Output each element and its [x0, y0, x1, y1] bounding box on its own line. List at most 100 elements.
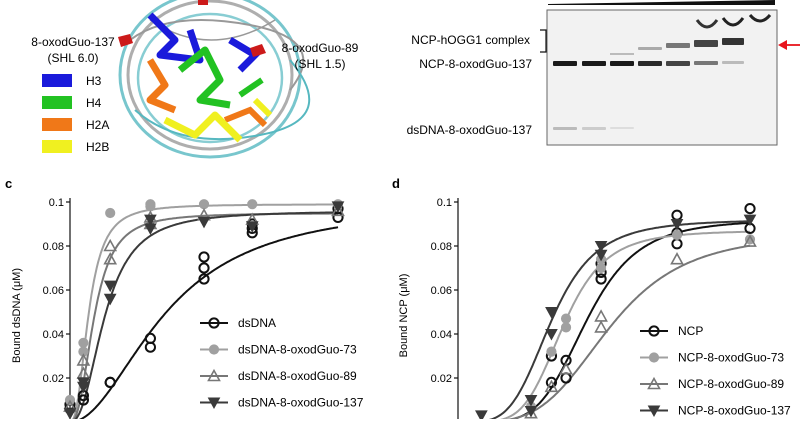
data-point: [671, 238, 683, 250]
data-point: [78, 337, 89, 348]
histone-h2b-helix: [163, 111, 243, 143]
legend-marker: [207, 368, 221, 382]
data-point: [76, 353, 91, 366]
data-point: [331, 201, 345, 213]
data-point: [197, 216, 211, 229]
data-point: [104, 376, 116, 388]
data-point: [594, 241, 608, 253]
gel-well-smear: [695, 19, 719, 29]
data-point: [475, 410, 488, 422]
gel-band: [666, 43, 690, 48]
gel-well-smear: [721, 17, 745, 27]
legend-marker: [647, 376, 661, 390]
data-point: [594, 320, 608, 333]
legend-marker: [647, 405, 661, 418]
dna-strand-backbone: [126, 0, 294, 151]
data-point: [595, 273, 607, 285]
y-tick-label: 0.04: [431, 329, 452, 341]
y-tick-label: 0.02: [43, 373, 64, 385]
nucleosome-structure: [118, 0, 311, 159]
gel-band: [722, 38, 744, 45]
histone-h3-helix-2: [228, 36, 261, 73]
data-point: [560, 313, 572, 324]
gel-band: [666, 61, 690, 66]
concentration-wedge: [548, 0, 775, 5]
complex-label: NCP-hOGG1 complex: [411, 33, 530, 47]
histone-h3-helix: [147, 12, 204, 64]
data-point: [198, 262, 210, 274]
histone-h2a-helix: [146, 58, 177, 114]
legend-label: NCP-8-oxodGuo-89: [678, 377, 784, 391]
legend-label-h2b: H2B: [86, 140, 109, 154]
gel-bands: [553, 13, 772, 130]
panel-c-letter: c: [5, 176, 12, 191]
data-point: [559, 362, 573, 375]
panel-c-plot-area: [63, 198, 345, 423]
panel-d-yticks: 0.1 0.08 0.06 0.04 0.02: [431, 197, 452, 385]
panel-a: 8-oxodGuo-137 (SHL 6.0) 8-oxodGuo-89 (SH…: [31, 0, 359, 159]
panel-c-yticks: 0.1 0.08 0.06 0.04 0.02: [43, 197, 64, 385]
data-point: [524, 406, 538, 419]
data-point: [105, 207, 116, 219]
y-tick-label: 0.08: [431, 241, 452, 253]
data-point: [594, 309, 608, 322]
gel-band: [638, 47, 662, 50]
data-point: [103, 252, 118, 265]
legend-label: dsDNA-8-oxodGuo-73: [238, 343, 357, 357]
legend-label-h3: H3: [86, 74, 102, 88]
y-tick-label: 0.1: [437, 197, 452, 209]
legend-swatch-h2a: [42, 118, 72, 131]
legend-marker: [208, 317, 220, 329]
site-89-label: 8-oxodGuo-89: [282, 41, 359, 55]
panel-c-ylabel: Bound dsDNA (μM): [11, 268, 23, 363]
legend-swatch-h2b: [42, 140, 72, 153]
gel-band: [610, 61, 634, 66]
gel-band: [610, 53, 634, 55]
gel-band: [582, 127, 606, 130]
data-point: [545, 376, 558, 388]
panel-c-legend: dsDNA dsDNA-8-oxodGuo-73 dsDNA-8-oxodGuo…: [238, 316, 364, 410]
site-73-marker: [198, 0, 208, 5]
data-point: [524, 395, 538, 407]
data-point: [743, 234, 757, 247]
data-point: [247, 199, 258, 210]
site-89-marker: [250, 44, 266, 57]
legend-swatch-h3: [42, 74, 72, 87]
legend-marker: [207, 397, 221, 410]
data-point: [245, 221, 259, 233]
data-point: [671, 229, 683, 241]
panel-d-ylabel: Bound NCP (μM): [398, 274, 410, 358]
panel-c-chart: c Bound dsDNA (μM) 0.1 0.08 0.06 0.04 0.…: [5, 176, 364, 423]
data-point: [144, 214, 157, 227]
data-point: [103, 293, 117, 306]
data-point: [671, 209, 683, 221]
data-point: [145, 201, 156, 212]
legend-label: dsDNA-8-oxodGuo-89: [238, 369, 357, 383]
dna-helix-trace-2: [134, 59, 311, 141]
legend-marker: [208, 344, 220, 355]
histone-h2a-helix-2: [223, 106, 268, 128]
gel-band: [553, 61, 577, 66]
data-point: [198, 273, 210, 285]
site-89-shl-label: (SHL 1.5): [295, 57, 346, 71]
gel-band: [638, 61, 662, 66]
y-tick-label: 0.1: [49, 197, 64, 209]
data-point: [670, 219, 684, 231]
data-point: [545, 329, 558, 341]
data-point: [331, 203, 345, 217]
data-point: [560, 372, 572, 384]
legend-label: dsDNA-8-oxodGuo-137: [238, 396, 364, 410]
data-point: [744, 203, 756, 215]
y-tick-label: 0.06: [431, 285, 452, 297]
data-point: [103, 280, 117, 293]
dsdna-label: dsDNA-8-oxodGuo-137: [407, 123, 533, 137]
panel-b: NCP-hOGG1 complex NCP-8-oxodGuo-137 dsDN…: [407, 0, 800, 146]
gel-band: [582, 61, 606, 66]
gel-image: [546, 9, 778, 146]
y-tick-label: 0.06: [43, 285, 64, 297]
data-point: [544, 379, 559, 393]
gel-band: [610, 127, 634, 129]
histone-h4-helix-2: [238, 77, 264, 98]
gel-band: [694, 40, 718, 47]
panel-d-plot-area: [454, 198, 757, 423]
